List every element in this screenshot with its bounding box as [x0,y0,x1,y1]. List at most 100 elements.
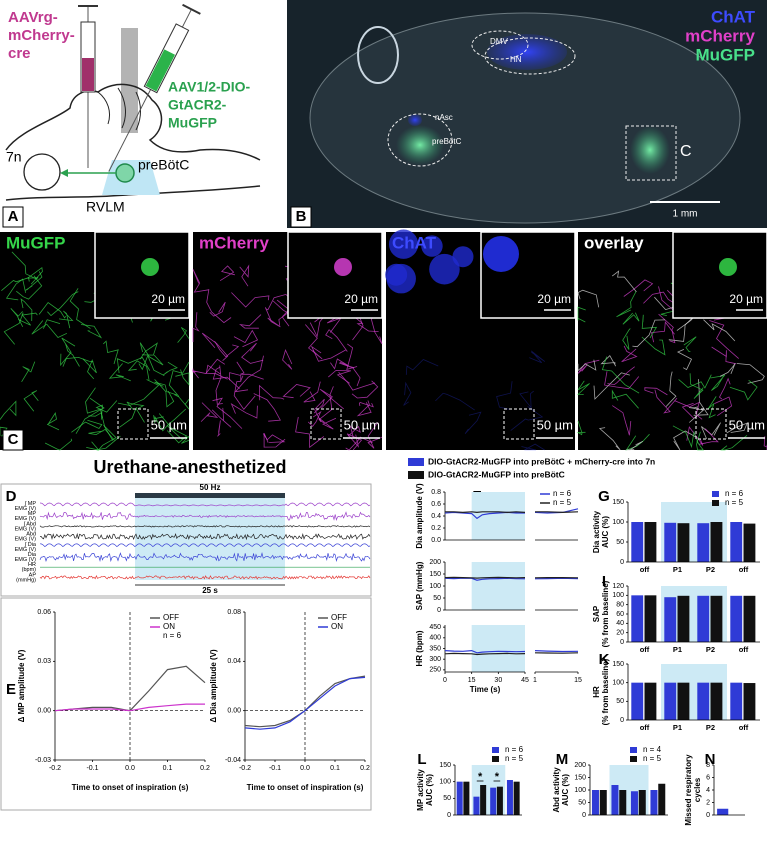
nucleus-label: preBötC [138,157,189,173]
y-tick-label: 400 [429,635,441,642]
bar [710,595,723,642]
legend-label: OFF [331,613,347,622]
legend-label: DIO-GtACR2-MuGFP into preBötC [428,469,565,479]
nucleus-label: RVLM [86,199,125,215]
bar [496,786,503,815]
legend-swatch [492,756,499,762]
data-line [444,652,526,656]
inset [287,231,383,319]
trace-label: EMG (V) [15,547,37,553]
virus-label: cre [8,45,31,62]
neurite [328,370,352,384]
neurite [577,359,600,374]
inset-cell [334,258,352,276]
chat-cell [452,246,474,268]
bar [730,595,743,642]
y-tick-label: 0.00 [227,708,241,715]
panel-letter: E [6,681,16,698]
neurite [25,271,43,291]
x-tick-label: P2 [706,565,715,574]
bar [611,785,619,815]
plunger-right [182,3,201,15]
x-tick-label: P2 [706,645,715,654]
neurite [209,301,226,317]
neurite [313,398,325,423]
brainstem-outline [5,83,261,161]
data-line [444,576,526,579]
neurite [139,342,158,360]
bar [473,796,480,815]
neurite [58,310,74,329]
neurite [689,373,704,399]
neurite [21,361,36,383]
neurite [665,371,677,407]
channel-legend: ChAT [711,7,756,26]
x-tick-label: 0.0 [300,765,310,772]
neurite [236,361,264,380]
legend-swatch [630,756,637,762]
scale-label: 20 µm [151,292,185,306]
legend-label: DIO-GtACR2-MuGFP into preBötC + mCherry-… [428,456,655,466]
y-tick-label: 350 [429,645,441,652]
neurite [23,390,39,412]
trace [39,532,371,541]
scale-label: 50 µm [344,417,380,432]
neurite [108,363,131,382]
y-tick-label: 50 [616,698,624,705]
neurite [711,346,737,365]
x-tick-label: off [739,645,749,654]
data-line [534,650,579,653]
neurite [611,270,637,293]
neurite [707,396,717,419]
region-label: nAsc [435,113,453,122]
x-tick-label: 0.2 [360,765,370,772]
y-tick-label: 4 [706,787,710,794]
neurite [521,443,545,451]
bar [677,523,690,562]
bar [658,783,666,815]
bar [644,522,657,562]
neurite [86,424,117,451]
neurite [529,350,546,364]
y-tick-label: 0.4 [431,513,441,520]
trace-label: AP [29,572,37,578]
neurite [1,277,30,292]
scale-label: 1 mm [673,209,698,220]
legend-label: OFF [163,613,179,622]
neurite [154,408,187,432]
panel-b [287,0,767,228]
trace-label: HR [28,562,36,568]
neurite [345,436,373,451]
neurite [192,312,200,342]
bar [677,595,690,642]
y-tick-label: 150 [612,499,624,506]
scale-label: 50 µm [151,417,187,432]
panel-a [0,0,285,228]
neurite [65,344,80,367]
neurite [258,384,285,401]
y-tick-label: 200 [429,559,441,566]
neurite [688,406,705,423]
neurite [174,394,190,410]
x-tick-label: -0.1 [269,765,281,772]
neurite [44,438,73,451]
neurite [577,306,586,323]
neurite [214,340,240,358]
y-axis-label: Dia activity [592,510,601,553]
channel-label: mCherry [199,233,269,252]
virus-label: GtACR2- [168,97,227,113]
y-tick-label: 0 [582,812,586,819]
bar [664,682,677,720]
x-tick-label: P1 [673,723,682,732]
neurite [75,397,105,434]
neurite [464,411,482,434]
neurite [71,419,103,433]
y-tick-label: 0.6 [431,501,441,508]
neurite [676,349,693,371]
neurite [604,371,640,390]
neurite [303,381,321,403]
neurite [42,319,61,329]
x-tick-label: 0.0 [125,765,135,772]
neurite [719,363,736,377]
y-tick-label: 200 [574,762,586,769]
